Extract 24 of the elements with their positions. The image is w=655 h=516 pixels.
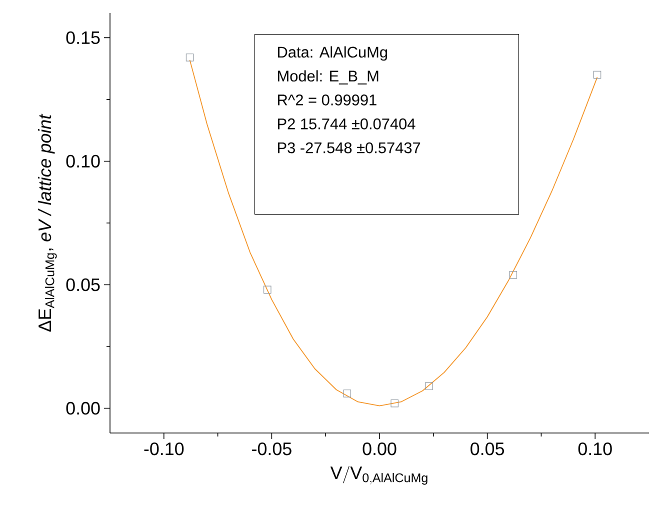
y-tick-label: 0.00 <box>66 402 100 415</box>
point <box>343 390 352 398</box>
annotation: P3 -27.548 ±0.57437 <box>278 142 420 154</box>
x-tick-label: -0.10 <box>144 442 184 456</box>
y-tick-label: 0.10 <box>66 154 100 168</box>
x-tick-label: 0.05 <box>470 442 504 456</box>
point <box>509 270 518 279</box>
x-tick-label: 0.00 <box>362 442 396 456</box>
point <box>593 70 602 79</box>
point <box>390 399 398 408</box>
y-tick-label: 0.15 <box>66 31 100 44</box>
point <box>186 54 194 62</box>
x-tick-label: 0.10 <box>578 442 612 456</box>
x-tick-label: -0.05 <box>252 442 292 456</box>
annotation: Model: E_B_M <box>278 70 378 84</box>
y-tick-label: 0.05 <box>66 278 100 292</box>
y-axis-title: ΔE$_{AlAlCuMg}$, eV / lattice point <box>38 114 57 332</box>
x-axis-title: $\mathsf{V/V_{0,AlAlCuMg}}$ <box>330 466 428 485</box>
point <box>425 382 433 390</box>
annotation: P2 15.744 ±0.07404 <box>278 118 416 130</box>
annotation: R^2 = 0.99991 <box>278 94 376 106</box>
annotation: Data: AlAlCuMg <box>278 46 388 61</box>
point <box>264 286 272 294</box>
line-series <box>189 59 598 406</box>
